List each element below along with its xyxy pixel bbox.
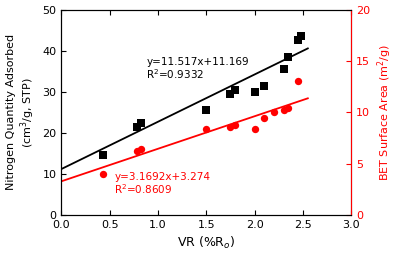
- Point: [285, 106, 292, 110]
- Point: [232, 88, 238, 92]
- Point: [137, 147, 144, 151]
- Text: y=11.517x+11.169: y=11.517x+11.169: [146, 57, 249, 67]
- Point: [137, 121, 144, 125]
- Point: [295, 79, 301, 84]
- Point: [203, 108, 210, 112]
- Point: [100, 153, 106, 158]
- Point: [134, 149, 140, 153]
- Y-axis label: BET Surface Area (m$^2$/g): BET Surface Area (m$^2$/g): [376, 44, 394, 181]
- Point: [203, 127, 210, 131]
- X-axis label: VR (%R$_o$): VR (%R$_o$): [177, 235, 236, 251]
- Point: [227, 125, 234, 129]
- Point: [280, 108, 287, 112]
- Point: [252, 127, 258, 131]
- Point: [298, 34, 304, 38]
- Point: [295, 38, 301, 42]
- Point: [227, 92, 234, 96]
- Text: y=3.1692x+3.274: y=3.1692x+3.274: [114, 172, 210, 182]
- Point: [232, 123, 238, 127]
- Text: R$^2$=0.8609: R$^2$=0.8609: [114, 182, 173, 196]
- Y-axis label: Nitrogen Quantity Adsorbed
(cm$^3$/g, STP): Nitrogen Quantity Adsorbed (cm$^3$/g, ST…: [6, 34, 37, 190]
- Point: [280, 67, 287, 71]
- Point: [100, 172, 106, 176]
- Point: [252, 90, 258, 94]
- Text: R$^2$=0.9332: R$^2$=0.9332: [146, 68, 204, 81]
- Point: [134, 125, 140, 129]
- Point: [261, 116, 268, 121]
- Point: [271, 110, 277, 114]
- Point: [261, 84, 268, 88]
- Point: [285, 55, 292, 59]
